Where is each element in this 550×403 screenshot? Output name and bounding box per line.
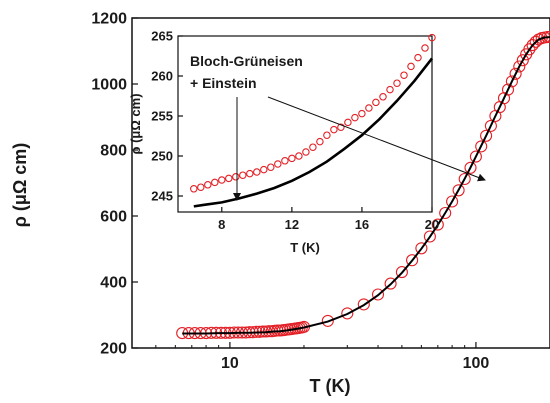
inset-y-tick-label: 260 [151,69,173,84]
main-data-point [341,307,354,320]
main-data-point [395,266,408,279]
inset-data-point [190,185,198,193]
main-data-point [458,172,471,186]
inset-data-point [232,173,240,181]
inset-data-point [218,176,226,184]
main-y-tick-label: 1200 [91,11,127,28]
inset-x-ticks: 8 12 16 20 [218,207,439,232]
inset-y-axis-label: ρ (μΩ cm) [128,93,143,154]
inset-data-point [274,160,282,168]
inset-data-point [365,104,373,112]
inset-y-tick-label: 255 [151,109,173,124]
main-data-point [505,75,518,88]
inset-series [190,33,436,208]
inset-x-tick-label: 16 [355,217,369,232]
main-data-point [469,150,482,163]
inset-data-point [337,123,345,131]
main-data-point [406,254,419,267]
inset-data-point [239,171,247,179]
annotation-line-2: + Einstein [190,75,257,91]
main-series [176,31,550,340]
inset-data-point [309,143,317,151]
inset-data-point [358,109,366,118]
inset-x-tick-label: 12 [285,217,299,232]
main-data-point [541,31,550,44]
main-data-point [439,206,452,220]
inset-data-point [225,174,233,183]
main-fit-curve [182,36,550,335]
inset-x-axis-label: T (K) [290,240,320,255]
inset-data-point [323,131,331,139]
inset-data-point [386,85,394,94]
main-y-tick-label: 200 [100,341,127,358]
main-y-tick-label: 400 [100,275,127,292]
main-data-point [452,184,465,197]
inset-data-point [372,98,380,107]
inset-data-point [197,183,205,191]
inset-plot-frame [177,35,433,213]
main-x-ticks: 10 100 [155,342,490,372]
inset-x-tick-label: 20 [425,217,439,232]
main-data-point [357,298,370,311]
main-y-tick-label: 600 [100,209,127,226]
inset-data-point [281,157,289,165]
main-y-axis-label: ρ (μΩ cm) [10,143,30,228]
main-data-point [475,140,488,153]
main-y-tick-label: 1000 [91,77,127,94]
inset-data-point [421,44,429,52]
inset-data-point [211,178,219,187]
inset-data-point [428,33,436,42]
inset-data-point [267,163,275,171]
main-data-point [321,314,334,327]
inset-data-point [351,113,359,122]
main-data-point [431,218,444,231]
annotation-line-1: Bloch-Grüneisen [190,53,303,69]
main-data-point [446,195,459,208]
main-data-point [423,230,436,243]
inset-data-point [295,152,303,160]
main-x-tick-label: 10 [221,355,239,372]
inset-data-point [344,118,352,127]
annotation-arrow-main [267,96,486,182]
inset-data-point [400,71,408,79]
main-x-axis-label: T (K) [310,376,351,396]
main-data-point [509,67,522,80]
main-data-point [415,242,428,255]
main-data-point [516,54,529,67]
inset-y-ticks: 245 250 255 260 265 [151,29,183,204]
main-plot-frame [131,17,550,349]
inset-data-point [330,125,338,134]
main-data-point [384,277,397,290]
main-data-point [501,83,515,96]
inset-y-tick-label: 250 [151,149,173,164]
inset-y-tick-label: 245 [151,189,173,204]
main-data-point [523,43,536,56]
inset-data-point [379,93,387,101]
main-data-point [484,119,497,132]
inset-y-tick-label: 265 [151,29,173,44]
inset-x-tick-label: 8 [218,217,225,232]
inset-data-point [288,154,296,163]
inset-data-point [393,79,401,87]
inset-data-point [253,168,261,176]
inset-data-point [316,137,324,146]
main-y-tick-label: 800 [100,143,127,160]
main-data-point [371,288,385,301]
inset-data-point [246,169,254,178]
inset-data-point [204,181,212,189]
inset-data-point [407,62,415,71]
main-data-point [513,60,526,73]
inset-data-point [302,148,310,156]
main-data-point [464,161,477,174]
main-data-point [480,129,493,142]
inset-fit-curve [193,57,434,208]
inset-data-point [414,53,422,62]
main-x-tick-label: 100 [463,355,490,372]
inset-data-point [260,165,268,174]
main-y-ticks: 200 400 600 800 1000 1200 [91,11,138,358]
